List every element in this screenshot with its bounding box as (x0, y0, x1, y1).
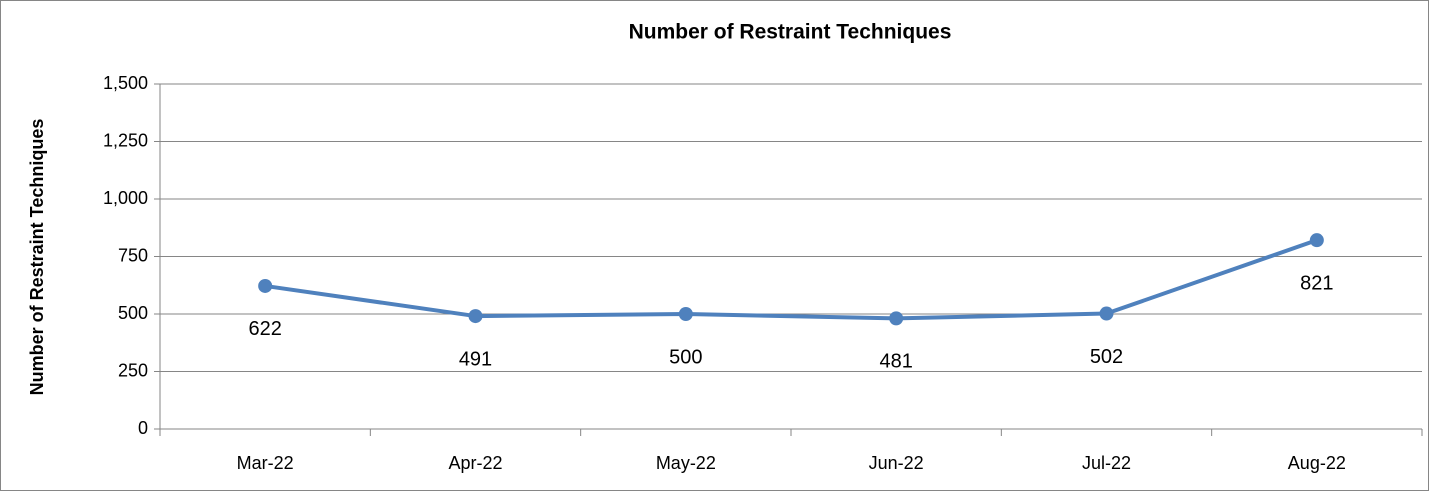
x-tick-label: Jul-22 (1082, 453, 1131, 473)
y-axis-title: Number of Restraint Techniques (27, 119, 47, 396)
data-point (889, 311, 904, 326)
chart-title: Number of Restraint Techniques (629, 21, 952, 44)
data-point (1309, 233, 1324, 248)
series-line (264, 238, 1318, 321)
data-label: 481 (879, 351, 912, 373)
data-point (1099, 306, 1114, 321)
data-label: 491 (459, 348, 492, 370)
x-tick-label: Aug-22 (1288, 453, 1346, 473)
x-tick-label: Mar-22 (237, 453, 294, 473)
data-point (678, 307, 693, 321)
x-tick-label: May-22 (656, 453, 716, 473)
y-tick-label: 250 (118, 360, 148, 380)
y-tick-label: 500 (118, 303, 148, 323)
x-tick-label: Apr-22 (448, 453, 502, 473)
data-label: 622 (248, 318, 281, 340)
y-tick-label: 1,500 (103, 73, 148, 93)
data-label: 821 (1300, 272, 1333, 294)
y-tick-label: 1,000 (103, 188, 148, 208)
data-point (258, 278, 273, 293)
y-tick-label: 1,250 (103, 130, 148, 150)
data-point (468, 309, 483, 324)
data-label: 502 (1090, 346, 1123, 368)
x-tick-label: Jun-22 (869, 453, 924, 473)
y-tick-label: 750 (118, 245, 148, 265)
data-label: 500 (669, 346, 702, 368)
y-tick-label: 0 (138, 418, 148, 438)
